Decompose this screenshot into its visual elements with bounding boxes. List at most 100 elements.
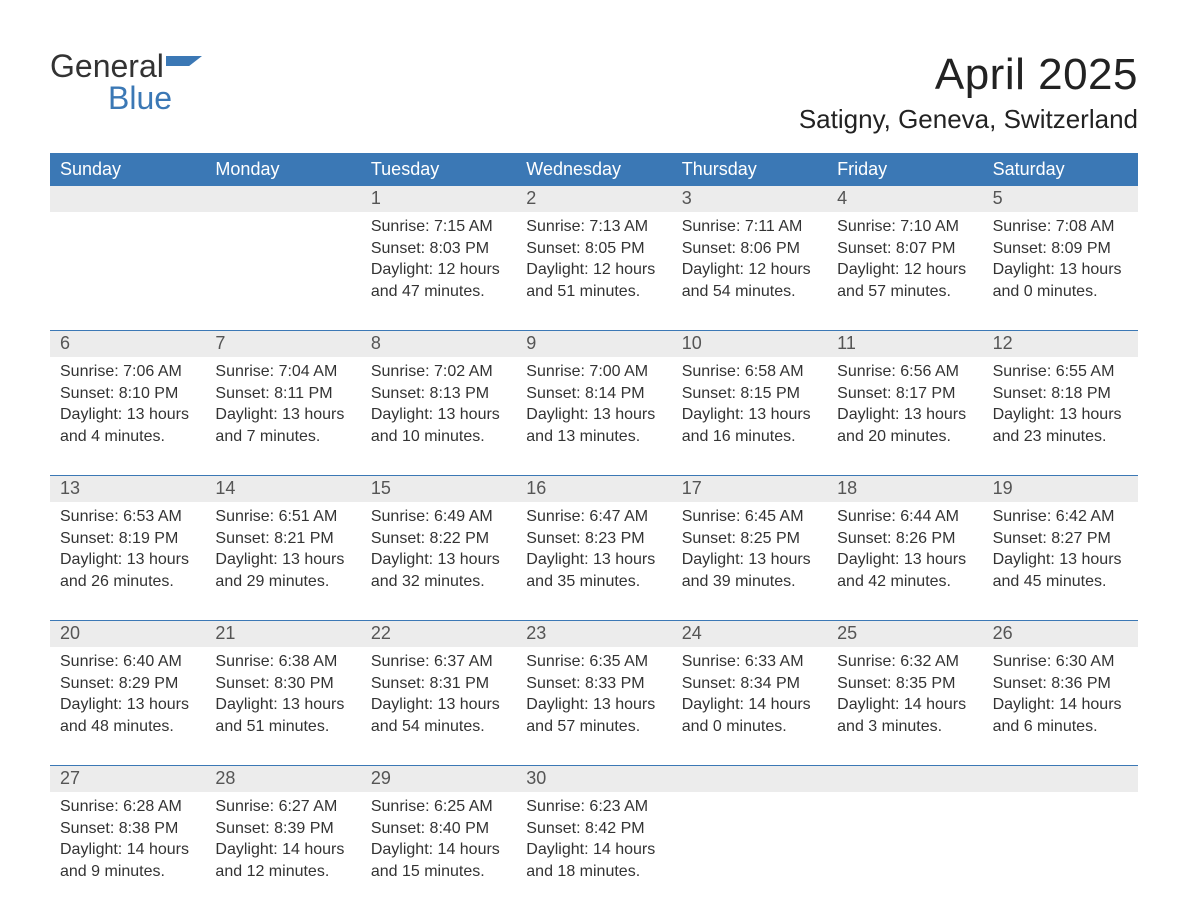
day-data	[50, 212, 205, 308]
dow-tuesday: Tuesday	[361, 153, 516, 186]
sunset-text: Sunset: 8:39 PM	[215, 818, 350, 840]
day-number: 19	[983, 476, 1138, 502]
sunset-text: Sunset: 8:29 PM	[60, 673, 195, 695]
sunset-text: Sunset: 8:38 PM	[60, 818, 195, 840]
day-number: 28	[205, 766, 360, 792]
sunset-text: Sunset: 8:25 PM	[682, 528, 817, 550]
day-data: Sunrise: 6:40 AMSunset: 8:29 PMDaylight:…	[50, 647, 205, 743]
sunset-text: Sunset: 8:18 PM	[993, 383, 1128, 405]
day-number: 6	[50, 331, 205, 357]
sunrise-text: Sunrise: 6:28 AM	[60, 796, 195, 818]
sunrise-text: Sunrise: 7:11 AM	[682, 216, 817, 238]
sunrise-text: Sunrise: 6:27 AM	[215, 796, 350, 818]
sunrise-text: Sunrise: 6:47 AM	[526, 506, 661, 528]
day-data-row: Sunrise: 6:53 AMSunset: 8:19 PMDaylight:…	[50, 502, 1138, 598]
sunrise-text: Sunrise: 7:15 AM	[371, 216, 506, 238]
sunset-text: Sunset: 8:30 PM	[215, 673, 350, 695]
day-data: Sunrise: 6:42 AMSunset: 8:27 PMDaylight:…	[983, 502, 1138, 598]
dow-wednesday: Wednesday	[516, 153, 671, 186]
daylight-text: Daylight: 12 hours and 47 minutes.	[371, 259, 506, 302]
day-number-row: 13141516171819	[50, 476, 1138, 502]
daylight-text: Daylight: 13 hours and 32 minutes.	[371, 549, 506, 592]
sunset-text: Sunset: 8:10 PM	[60, 383, 195, 405]
day-data: Sunrise: 7:11 AMSunset: 8:06 PMDaylight:…	[672, 212, 827, 308]
sunrise-text: Sunrise: 7:13 AM	[526, 216, 661, 238]
sunrise-text: Sunrise: 7:10 AM	[837, 216, 972, 238]
day-number: 11	[827, 331, 982, 357]
sunrise-text: Sunrise: 6:49 AM	[371, 506, 506, 528]
sunset-text: Sunset: 8:05 PM	[526, 238, 661, 260]
sunset-text: Sunset: 8:13 PM	[371, 383, 506, 405]
day-number-row: 6789101112	[50, 331, 1138, 357]
daylight-text: Daylight: 12 hours and 51 minutes.	[526, 259, 661, 302]
day-number: 23	[516, 621, 671, 647]
daylight-text: Daylight: 13 hours and 4 minutes.	[60, 404, 195, 447]
days-of-week-row: Sunday Monday Tuesday Wednesday Thursday…	[50, 153, 1138, 186]
sunset-text: Sunset: 8:14 PM	[526, 383, 661, 405]
day-number: 27	[50, 766, 205, 792]
daylight-text: Daylight: 13 hours and 29 minutes.	[215, 549, 350, 592]
daylight-text: Daylight: 13 hours and 35 minutes.	[526, 549, 661, 592]
sunrise-text: Sunrise: 7:08 AM	[993, 216, 1128, 238]
sunset-text: Sunset: 8:27 PM	[993, 528, 1128, 550]
day-number: 20	[50, 621, 205, 647]
day-data: Sunrise: 6:49 AMSunset: 8:22 PMDaylight:…	[361, 502, 516, 598]
weeks-container: 12345Sunrise: 7:15 AMSunset: 8:03 PMDayl…	[50, 186, 1138, 888]
sunrise-text: Sunrise: 6:40 AM	[60, 651, 195, 673]
daylight-text: Daylight: 14 hours and 3 minutes.	[837, 694, 972, 737]
day-data: Sunrise: 6:37 AMSunset: 8:31 PMDaylight:…	[361, 647, 516, 743]
sunrise-text: Sunrise: 6:56 AM	[837, 361, 972, 383]
calendar: Sunday Monday Tuesday Wednesday Thursday…	[50, 153, 1138, 888]
sunset-text: Sunset: 8:33 PM	[526, 673, 661, 695]
day-number: 17	[672, 476, 827, 502]
week-block: 27282930Sunrise: 6:28 AMSunset: 8:38 PMD…	[50, 765, 1138, 888]
daylight-text: Daylight: 14 hours and 15 minutes.	[371, 839, 506, 882]
sunrise-text: Sunrise: 6:30 AM	[993, 651, 1128, 673]
day-data: Sunrise: 6:56 AMSunset: 8:17 PMDaylight:…	[827, 357, 982, 453]
day-number: 22	[361, 621, 516, 647]
day-data: Sunrise: 6:53 AMSunset: 8:19 PMDaylight:…	[50, 502, 205, 598]
sunset-text: Sunset: 8:35 PM	[837, 673, 972, 695]
day-data: Sunrise: 6:44 AMSunset: 8:26 PMDaylight:…	[827, 502, 982, 598]
day-number: 12	[983, 331, 1138, 357]
day-data-row: Sunrise: 7:15 AMSunset: 8:03 PMDaylight:…	[50, 212, 1138, 308]
day-data: Sunrise: 7:02 AMSunset: 8:13 PMDaylight:…	[361, 357, 516, 453]
brand-name-part1: General	[50, 48, 164, 84]
day-data: Sunrise: 6:58 AMSunset: 8:15 PMDaylight:…	[672, 357, 827, 453]
day-data: Sunrise: 6:25 AMSunset: 8:40 PMDaylight:…	[361, 792, 516, 888]
sunrise-text: Sunrise: 6:32 AM	[837, 651, 972, 673]
day-data: Sunrise: 7:15 AMSunset: 8:03 PMDaylight:…	[361, 212, 516, 308]
day-number: 2	[516, 186, 671, 212]
sunset-text: Sunset: 8:09 PM	[993, 238, 1128, 260]
day-data: Sunrise: 6:38 AMSunset: 8:30 PMDaylight:…	[205, 647, 360, 743]
day-number: 8	[361, 331, 516, 357]
sunset-text: Sunset: 8:17 PM	[837, 383, 972, 405]
sunset-text: Sunset: 8:26 PM	[837, 528, 972, 550]
sunrise-text: Sunrise: 6:25 AM	[371, 796, 506, 818]
daylight-text: Daylight: 13 hours and 57 minutes.	[526, 694, 661, 737]
sunrise-text: Sunrise: 6:44 AM	[837, 506, 972, 528]
day-data	[205, 212, 360, 308]
sunset-text: Sunset: 8:31 PM	[371, 673, 506, 695]
day-number: 29	[361, 766, 516, 792]
day-data: Sunrise: 6:30 AMSunset: 8:36 PMDaylight:…	[983, 647, 1138, 743]
daylight-text: Daylight: 13 hours and 51 minutes.	[215, 694, 350, 737]
day-data: Sunrise: 7:08 AMSunset: 8:09 PMDaylight:…	[983, 212, 1138, 308]
day-number	[672, 766, 827, 792]
sunrise-text: Sunrise: 6:42 AM	[993, 506, 1128, 528]
month-title: April 2025	[799, 50, 1138, 100]
daylight-text: Daylight: 13 hours and 42 minutes.	[837, 549, 972, 592]
day-data: Sunrise: 6:32 AMSunset: 8:35 PMDaylight:…	[827, 647, 982, 743]
day-data-row: Sunrise: 6:40 AMSunset: 8:29 PM Daylight:…	[50, 647, 1138, 743]
day-data	[672, 792, 827, 888]
sunrise-text: Sunrise: 7:02 AM	[371, 361, 506, 383]
daylight-text: Daylight: 13 hours and 10 minutes.	[371, 404, 506, 447]
sunset-text: Sunset: 8:23 PM	[526, 528, 661, 550]
day-number	[205, 186, 360, 212]
sunrise-text: Sunrise: 6:38 AM	[215, 651, 350, 673]
day-data-row: Sunrise: 6:28 AMSunset: 8:38 PM Daylight:…	[50, 792, 1138, 888]
sunset-text: Sunset: 8:34 PM	[682, 673, 817, 695]
daylight-text: Daylight: 13 hours and 26 minutes.	[60, 549, 195, 592]
day-data	[983, 792, 1138, 888]
day-number: 24	[672, 621, 827, 647]
